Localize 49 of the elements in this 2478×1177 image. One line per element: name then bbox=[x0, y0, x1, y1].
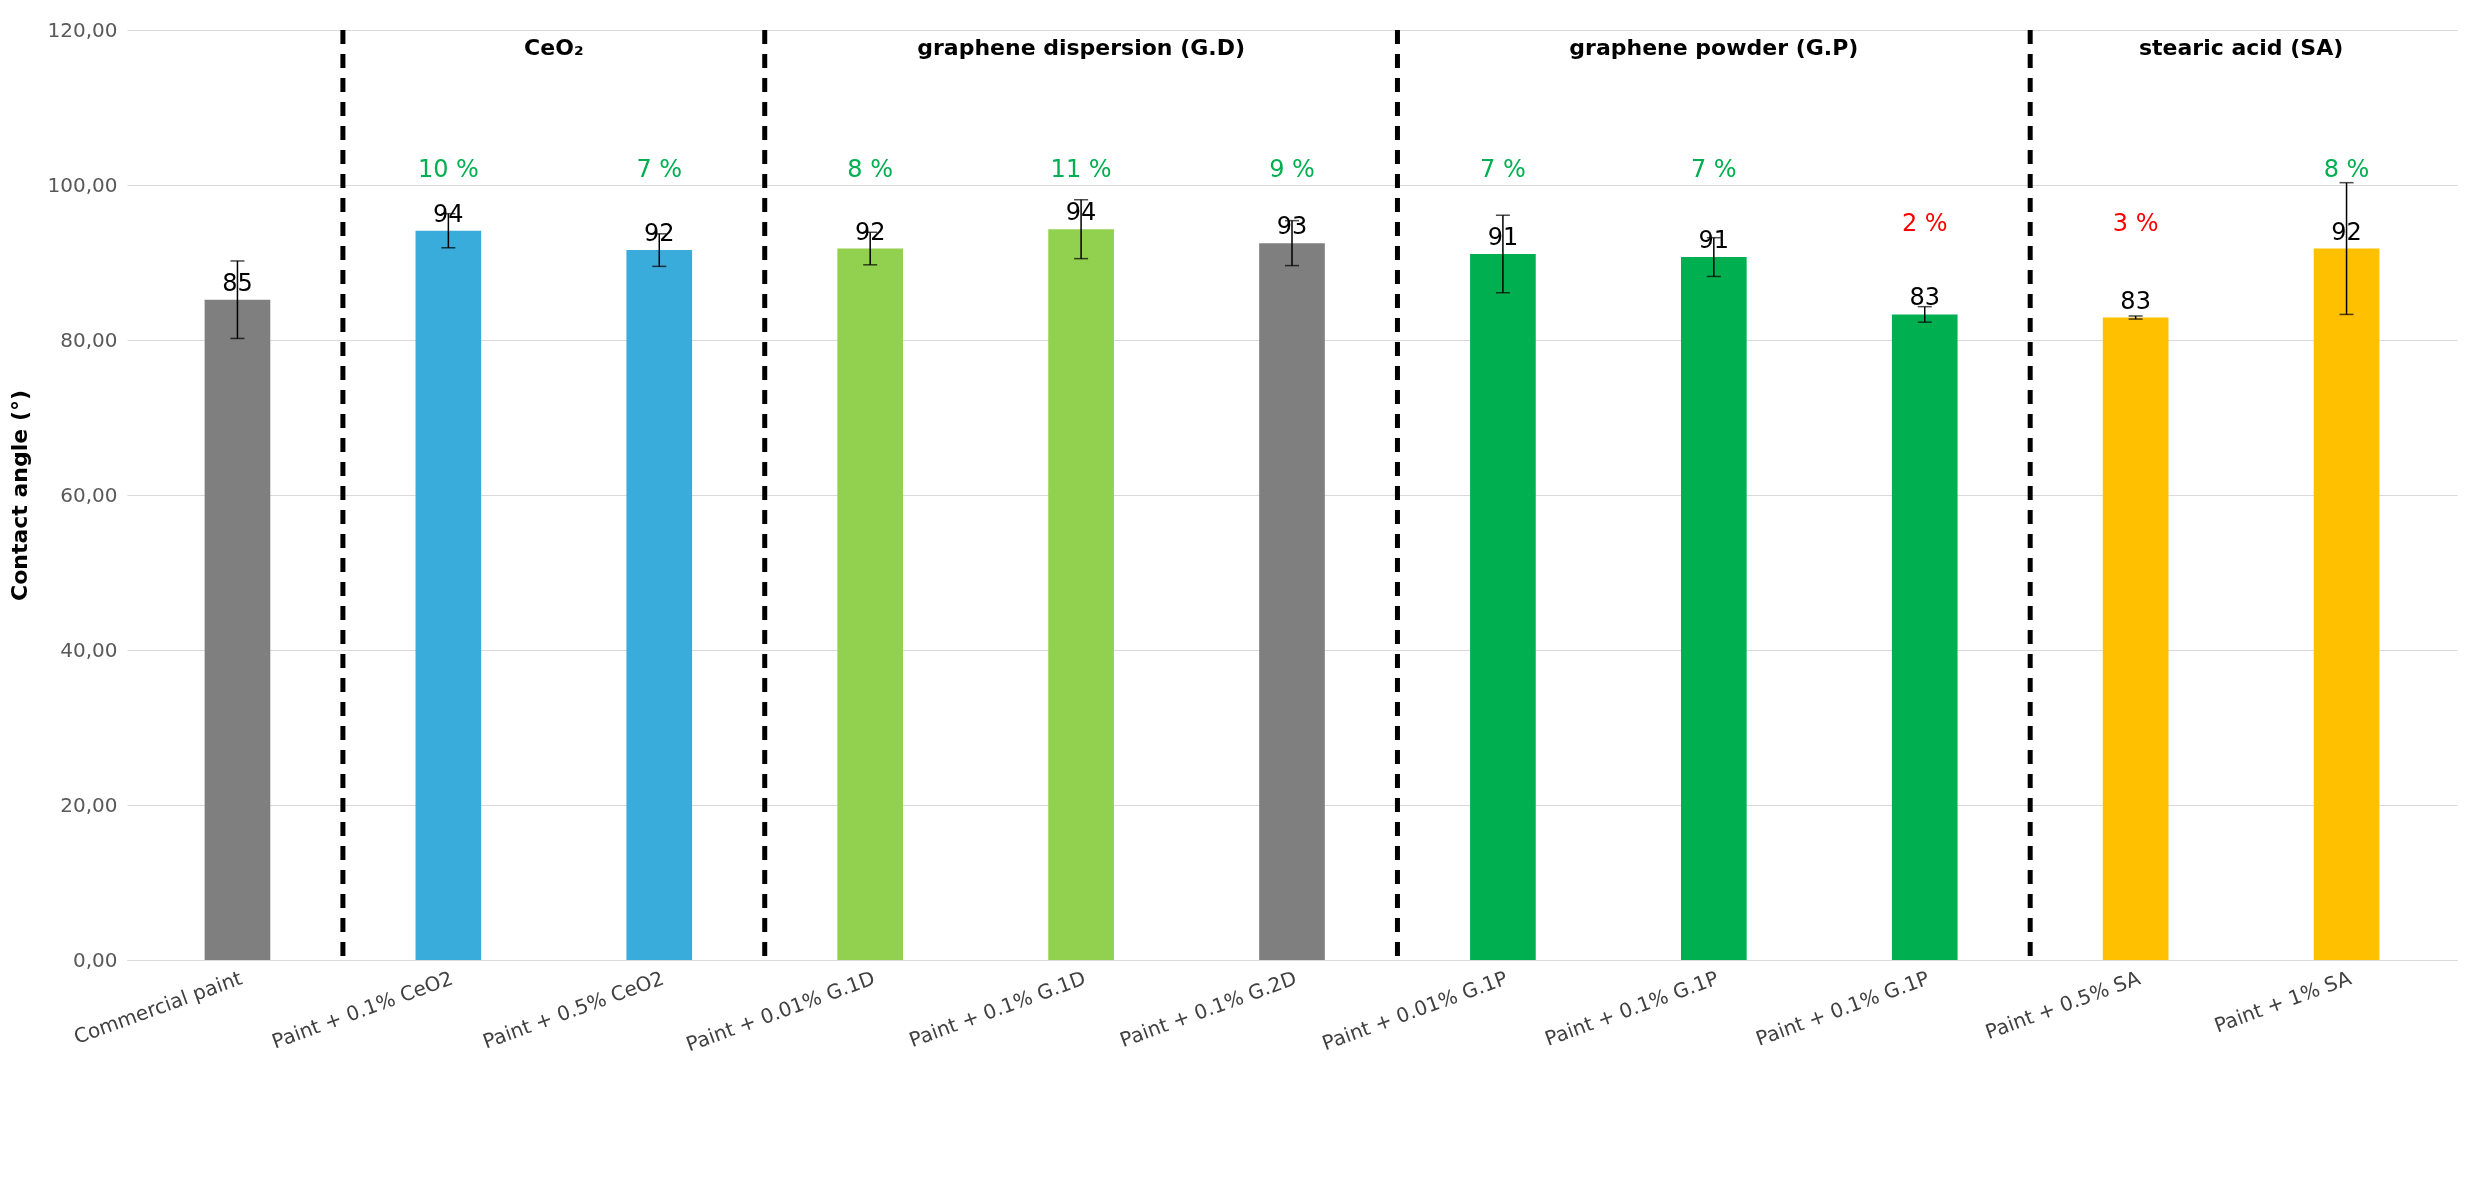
bar bbox=[415, 230, 482, 960]
x-tick-label: Paint + 0.1% G.2D bbox=[1116, 965, 1300, 1052]
annotation: stearic acid (SA) bbox=[2138, 35, 2344, 60]
x-tick-label: Paint + 0.01% G.1P bbox=[1318, 965, 1511, 1056]
x-tick-label: Paint + 0.01% G.1D bbox=[682, 965, 878, 1057]
annotation: 11 % bbox=[1050, 154, 1112, 183]
data-label: 83 bbox=[1909, 283, 1940, 312]
y-tick-label: 20,00 bbox=[60, 792, 118, 817]
annotation: 7 % bbox=[1480, 154, 1526, 183]
x-tick-label: Paint + 0.1% G.1P bbox=[1752, 965, 1933, 1051]
x-tick-label: Paint + 1% SA bbox=[2210, 965, 2355, 1038]
y-tick-label: 80,00 bbox=[60, 327, 118, 352]
y-axis-title: Contact angle (°) bbox=[6, 390, 32, 601]
bar bbox=[1048, 229, 1114, 960]
annotation: CeO₂ bbox=[524, 35, 584, 60]
data-label: 92 bbox=[644, 219, 675, 248]
bar bbox=[1680, 257, 1747, 960]
bar bbox=[1891, 314, 1958, 960]
x-tick-label: Paint + 0.5% SA bbox=[1982, 965, 2144, 1044]
y-tick-label: 40,00 bbox=[60, 637, 118, 662]
data-label: 91 bbox=[1698, 226, 1730, 255]
x-tick-label: Paint + 0.1% CeO2 bbox=[268, 965, 457, 1054]
bar bbox=[1259, 243, 1325, 960]
x-tick-label: Paint + 0.1% G.1P bbox=[1541, 965, 1722, 1051]
bar bbox=[1470, 253, 1536, 960]
bar bbox=[2313, 248, 2380, 960]
data-label: 83 bbox=[2120, 286, 2151, 315]
y-tick-label: 120,00 bbox=[47, 17, 118, 42]
y-tick-label: 0,00 bbox=[72, 947, 118, 972]
x-tick-label: Paint + 0.1% G.1D bbox=[905, 965, 1089, 1052]
y-tick-label: 60,00 bbox=[60, 482, 118, 507]
annotation: 7 % bbox=[1690, 154, 1737, 183]
bar bbox=[204, 299, 271, 960]
bar bbox=[2102, 317, 2169, 960]
y-tick-label: 100,00 bbox=[47, 172, 118, 197]
bar bbox=[837, 248, 904, 960]
annotation: graphene dispersion (G.D) bbox=[917, 35, 1245, 60]
annotation: 10 % bbox=[417, 154, 479, 183]
bar bbox=[626, 250, 693, 960]
annotation: 3 % bbox=[2112, 208, 2159, 237]
annotation: 7 % bbox=[636, 154, 683, 183]
annotation: 8 % bbox=[2323, 154, 2370, 183]
annotation: graphene powder (G.P) bbox=[1569, 35, 1859, 60]
annotation: 9 % bbox=[1269, 154, 1315, 183]
annotation: 2 % bbox=[1901, 208, 1948, 237]
data-label: 92 bbox=[854, 217, 886, 246]
x-tick-label: Paint + 0.5% CeO2 bbox=[479, 965, 667, 1054]
annotation: 8 % bbox=[847, 154, 894, 183]
data-label: 94 bbox=[433, 199, 464, 228]
